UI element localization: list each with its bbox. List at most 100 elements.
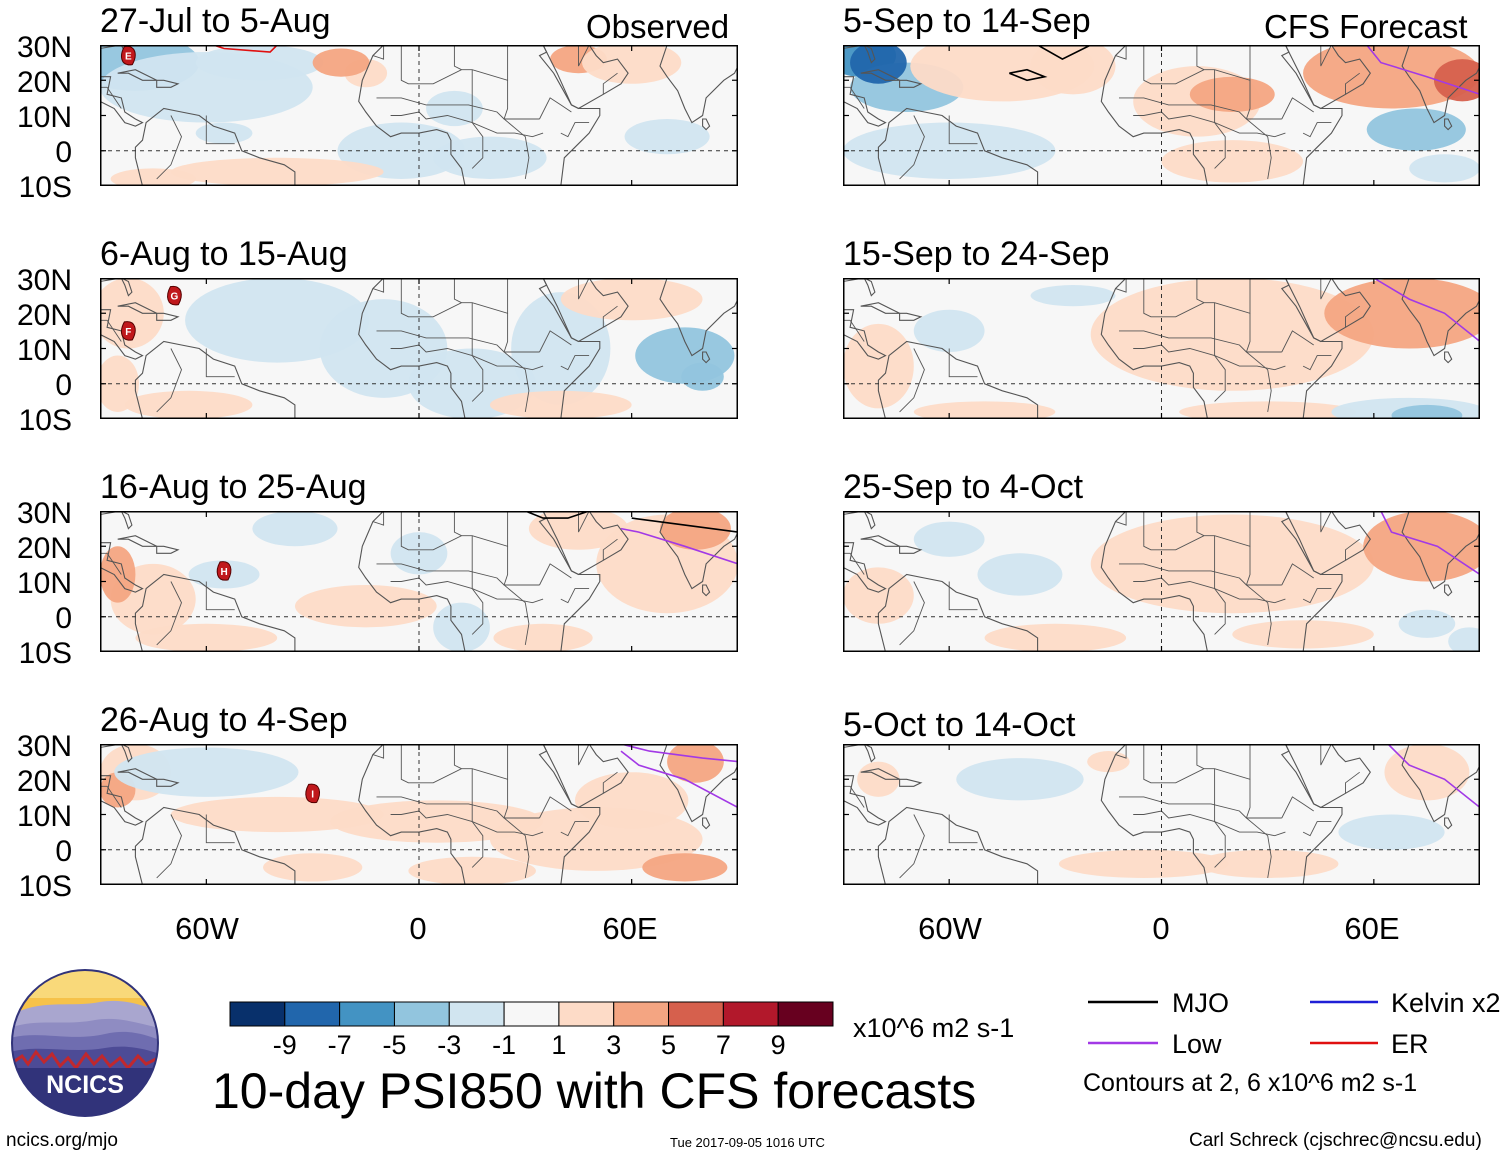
country-border [503, 313, 530, 412]
coastline [1401, 45, 1480, 124]
country-border [453, 511, 462, 537]
colorbar-tick-label: -1 [492, 1030, 517, 1060]
footer-credit: Carl Schreck (cjschrec@ncsu.edu) [1189, 1130, 1482, 1151]
anomaly-region [681, 362, 724, 391]
colorbar-swatch [558, 1001, 615, 1027]
anomaly-region [1196, 849, 1339, 878]
wave-contour [1366, 45, 1480, 96]
anomaly-region [489, 390, 632, 419]
anomaly-region [252, 511, 338, 547]
coastline [843, 76, 887, 127]
coastline [1444, 584, 1453, 597]
wave-contour [631, 517, 738, 533]
lat-label: 30N [16, 31, 72, 64]
ncics-logo-text: NCICS [46, 1071, 124, 1099]
country-border [1119, 97, 1282, 120]
country-border [1119, 330, 1282, 353]
coastline [1444, 118, 1453, 131]
country-border [843, 319, 865, 342]
anomaly-region [1366, 108, 1466, 151]
country-border [1345, 771, 1360, 794]
country-border [560, 821, 590, 837]
wave-contour [525, 511, 590, 519]
lat-label: 0 [55, 602, 72, 635]
storm-marker: G [167, 285, 182, 306]
anomaly-region [1189, 76, 1275, 112]
map-panel-fc-3 [843, 511, 1480, 652]
country-border [899, 115, 925, 180]
lat-label: 20N [16, 299, 72, 332]
country-border [1214, 768, 1226, 868]
country-border [1345, 305, 1360, 328]
coastline [843, 309, 887, 360]
anomaly-region [843, 567, 914, 624]
country-border [1143, 511, 1251, 551]
coastline [899, 545, 923, 554]
coastline [156, 312, 180, 321]
coastline [156, 79, 180, 88]
coastline [899, 778, 923, 787]
country-border [1245, 313, 1272, 412]
lat-label: 20N [16, 532, 72, 565]
country-border [948, 348, 978, 378]
anomaly-region [170, 796, 384, 833]
lat-label: 10S [18, 637, 72, 670]
wave-contour [1373, 278, 1480, 343]
colorbar-swatch [668, 1001, 724, 1027]
lat-label: 30N [16, 497, 72, 530]
anomaly-region [660, 511, 731, 550]
coastline [899, 79, 923, 88]
footer-site-link[interactable]: ncics.org/mjo [6, 1130, 118, 1151]
country-border [453, 744, 462, 770]
coastline [702, 817, 711, 830]
country-border [1245, 546, 1272, 645]
anomaly-region [913, 309, 985, 353]
coastline [100, 309, 144, 360]
anomaly-region [408, 856, 536, 885]
lat-label: 0 [55, 136, 72, 169]
country-border [1214, 302, 1226, 402]
coastline [1284, 278, 1371, 343]
country-border [539, 330, 572, 353]
wave-contour [620, 750, 738, 809]
country-border [453, 278, 462, 304]
anomaly-region [312, 48, 370, 77]
colorbar-units: x10^6 m2 s-1 [853, 1013, 1015, 1043]
country-border [1245, 80, 1272, 179]
anomaly-region [977, 553, 1063, 596]
colorbar-tick-label: 5 [661, 1030, 677, 1060]
country-border [1345, 72, 1360, 95]
anomaly-region [294, 585, 437, 628]
storm-marker: I [305, 783, 320, 804]
lat-label: 10S [18, 171, 72, 204]
colorbar-tick-label: 7 [715, 1030, 731, 1060]
country-border [602, 538, 618, 561]
country-border [1196, 278, 1205, 304]
anomaly-region [850, 45, 907, 84]
country-border [899, 581, 925, 646]
colorbar-tick-label: -7 [327, 1030, 352, 1060]
country-border [1245, 779, 1272, 878]
coastline [100, 76, 144, 127]
country-border [1143, 744, 1251, 784]
country-border [1302, 821, 1332, 837]
country-border [156, 814, 182, 879]
coastline [1284, 744, 1371, 809]
anomaly-region [913, 521, 985, 557]
country-border [1320, 744, 1332, 766]
country-border [1302, 122, 1332, 138]
colorbar-tick-label: 1 [551, 1030, 567, 1060]
wave-contour [213, 45, 278, 53]
anomaly-region [195, 45, 324, 81]
svg-text:E: E [125, 52, 132, 63]
anomaly-region [1090, 514, 1374, 614]
wave-contour [1380, 511, 1480, 576]
anomaly-region [110, 168, 196, 186]
country-border [471, 768, 484, 868]
anomaly-region [1398, 609, 1456, 638]
wave-contour [620, 527, 738, 565]
legend-label-low: Low [1172, 1029, 1222, 1059]
anomaly-region [195, 122, 253, 144]
country-border [948, 814, 978, 844]
country-border [372, 511, 385, 526]
